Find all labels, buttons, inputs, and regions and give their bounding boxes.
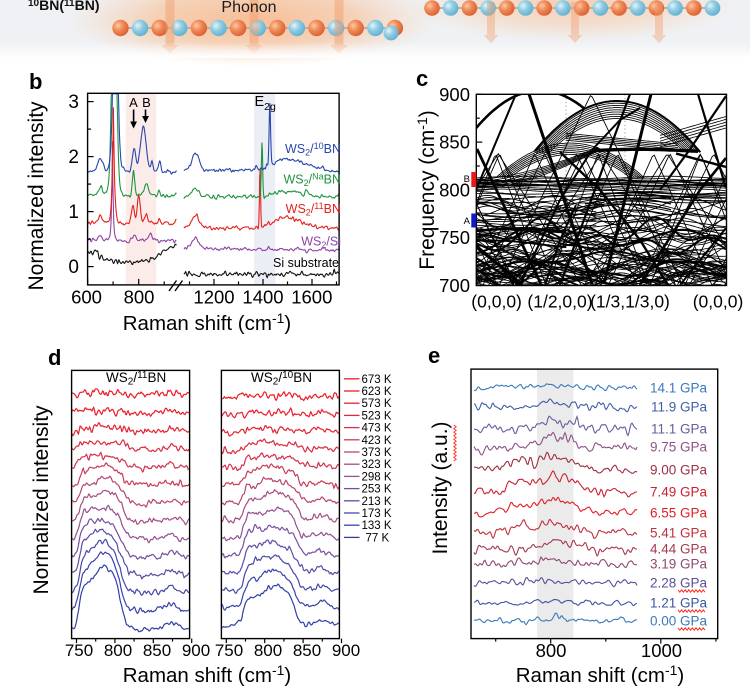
svg-text:(0,0,0): (0,0,0) — [693, 292, 744, 312]
svg-text:Phonon: Phonon — [221, 0, 276, 16]
svg-text:800: 800 — [254, 641, 282, 660]
svg-text:850: 850 — [143, 641, 171, 660]
svg-text:623 K: 623 K — [362, 386, 392, 398]
svg-text:750: 750 — [215, 641, 243, 660]
svg-text:673 K: 673 K — [362, 374, 392, 386]
svg-text:423 K: 423 K — [362, 435, 392, 447]
svg-text:0.00 GPa: 0.00 GPa — [650, 614, 708, 629]
svg-text:750: 750 — [65, 641, 93, 660]
svg-text:2: 2 — [68, 147, 79, 168]
svg-text:11.9 GPa: 11.9 GPa — [651, 400, 708, 415]
svg-text:700: 700 — [439, 275, 470, 296]
svg-text:B: B — [464, 174, 470, 185]
svg-text:523 K: 523 K — [362, 410, 392, 422]
svg-text:9.00 GPa: 9.00 GPa — [650, 462, 708, 477]
svg-text:323 K: 323 K — [362, 459, 392, 471]
svg-text:173 K: 173 K — [362, 508, 392, 520]
svg-text:2.28 GPa: 2.28 GPa — [650, 576, 708, 591]
svg-text:1400: 1400 — [242, 287, 283, 308]
svg-text:Raman shift (cm-1): Raman shift (cm-1) — [516, 662, 685, 687]
svg-text:(1/2,0,0): (1/2,0,0) — [527, 292, 592, 312]
svg-text:1000: 1000 — [641, 640, 682, 661]
svg-text:Frequency (cm-1): Frequency (cm-1) — [414, 110, 439, 270]
svg-text:6.55 GPa: 6.55 GPa — [650, 506, 708, 521]
svg-text:800: 800 — [439, 179, 470, 200]
svg-text:0: 0 — [68, 257, 79, 278]
svg-text:800: 800 — [536, 640, 567, 661]
svg-text:850: 850 — [293, 641, 321, 660]
svg-text:11.1 GPa: 11.1 GPa — [651, 422, 708, 437]
svg-text:4.44 GPa: 4.44 GPa — [650, 542, 708, 557]
svg-text:1200: 1200 — [193, 287, 234, 308]
svg-text:9.75 GPa: 9.75 GPa — [650, 440, 708, 455]
svg-text:213 K: 213 K — [362, 496, 392, 508]
svg-text:WS2/10BN: WS2/10BN — [251, 370, 312, 388]
svg-text:B: B — [142, 95, 151, 110]
svg-text:473 K: 473 K — [362, 423, 392, 435]
svg-text:WS2/11BN: WS2/11BN — [106, 370, 166, 388]
svg-text:A: A — [464, 216, 471, 227]
svg-text:5.41 GPa: 5.41 GPa — [650, 526, 708, 541]
svg-text:133 K: 133 K — [362, 520, 392, 532]
svg-text:900: 900 — [182, 641, 210, 660]
svg-text:WS2/Si: WS2/Si — [301, 235, 341, 251]
svg-text:Intensity (a.u.): Intensity (a.u.) — [429, 421, 452, 554]
svg-text:14.1 GPa: 14.1 GPa — [650, 380, 708, 395]
svg-text:1: 1 — [68, 202, 79, 223]
svg-text:Normalized intensity: Normalized intensity — [30, 405, 53, 595]
svg-text:600: 600 — [71, 287, 102, 308]
svg-text:850: 850 — [439, 132, 470, 153]
svg-text:Normalized intensity: Normalized intensity — [25, 101, 48, 291]
svg-text:298 K: 298 K — [362, 471, 392, 483]
svg-text:3: 3 — [68, 92, 79, 113]
svg-text:(1/3,1/3,0): (1/3,1/3,0) — [590, 292, 670, 312]
svg-text:A: A — [129, 95, 138, 110]
svg-text:900: 900 — [332, 641, 360, 660]
svg-text:Raman shift (cm-1): Raman shift (cm-1) — [123, 662, 292, 687]
svg-text:253 K: 253 K — [362, 484, 392, 496]
svg-text:77 K: 77 K — [366, 532, 390, 544]
svg-text:800: 800 — [124, 287, 155, 308]
svg-text:3.19 GPa: 3.19 GPa — [650, 557, 708, 572]
svg-text:Si substrate: Si substrate — [273, 256, 339, 270]
svg-text:Raman shift (cm-1): Raman shift (cm-1) — [123, 310, 292, 335]
svg-text:e: e — [428, 343, 440, 368]
svg-text:7.49 GPa: 7.49 GPa — [650, 485, 708, 500]
svg-text:c: c — [416, 66, 428, 91]
svg-text:900: 900 — [439, 84, 470, 105]
svg-text:10BN(11BN): 10BN(11BN) — [28, 0, 99, 13]
svg-text:b: b — [29, 69, 42, 94]
svg-text:WS2/10BN: WS2/10BN — [285, 141, 341, 158]
svg-text:(0,0,0): (0,0,0) — [471, 292, 522, 312]
svg-text:373 K: 373 K — [362, 447, 392, 459]
svg-text:573 K: 573 K — [362, 398, 392, 410]
svg-text:d: d — [48, 345, 61, 370]
svg-text:800: 800 — [104, 641, 132, 660]
svg-text:1.21 GPa: 1.21 GPa — [650, 596, 708, 611]
svg-text:WS2/NaBN: WS2/NaBN — [283, 172, 341, 189]
svg-text:1600: 1600 — [291, 287, 332, 308]
svg-text:750: 750 — [439, 227, 470, 248]
svg-text:WS2/11BN: WS2/11BN — [286, 201, 341, 218]
